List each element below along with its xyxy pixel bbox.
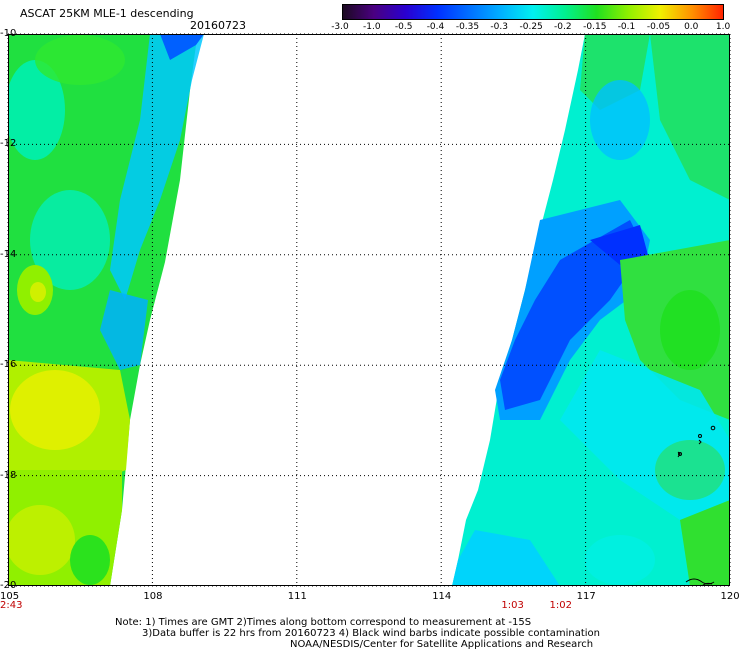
time-label: 1:03 — [501, 600, 524, 611]
colorbar-label: -0.1 — [617, 22, 636, 32]
longitude-label: 117 — [576, 591, 596, 602]
colorbar-label: -0.2 — [554, 22, 572, 32]
note-line-3: NOAA/NESDIS/Center for Satellite Applica… — [290, 639, 594, 650]
note-line-2: 3)Data buffer is 22 hrs from 20160723 4)… — [142, 628, 600, 639]
colorbar-label: -0.3 — [490, 22, 508, 32]
latitude-label: -20 — [0, 580, 17, 591]
colorbar-label: -0.25 — [519, 22, 543, 32]
colorbar-gradient — [342, 4, 724, 20]
colorbar-label: -0.05 — [646, 22, 671, 32]
left-swath — [8, 34, 204, 586]
colorbar-label: -0.5 — [394, 22, 413, 32]
time-label: 1:02 — [549, 600, 572, 611]
latitude-label: -10 — [0, 28, 17, 39]
map-frame — [8, 34, 730, 586]
latitude-label: -12 — [0, 138, 17, 150]
colorbar-label: 1.0 — [715, 22, 731, 32]
latitude-label: -16 — [0, 359, 17, 371]
right-swath — [452, 34, 730, 586]
colorbar-label: -0.15 — [583, 22, 607, 32]
latitude-label: -18 — [0, 469, 17, 481]
colorbar-label: -0.4 — [426, 22, 445, 32]
colorbar-label: 0.0 — [684, 22, 699, 32]
map-date: 20160723 — [190, 19, 246, 32]
longitude-label: 120 — [720, 591, 740, 602]
colorbar-label: -3.0 — [331, 22, 349, 32]
map-title: ASCAT 25KM MLE-1 descending — [20, 7, 194, 20]
colorbar-label: -0.35 — [455, 22, 480, 32]
time-label: 2:43 — [0, 600, 23, 611]
colorbar-label: -1.0 — [363, 22, 381, 32]
longitude-label: 105 — [0, 591, 20, 602]
longitude-label: 108 — [143, 591, 163, 602]
wind-barbs — [677, 425, 716, 587]
colorbar — [342, 4, 724, 20]
longitude-label: 114 — [432, 591, 452, 602]
latitude-label: -14 — [0, 248, 17, 260]
longitude-label: 111 — [287, 591, 307, 602]
note-line-1: Note: 1) Times are GMT 2)Times along bot… — [115, 617, 532, 628]
